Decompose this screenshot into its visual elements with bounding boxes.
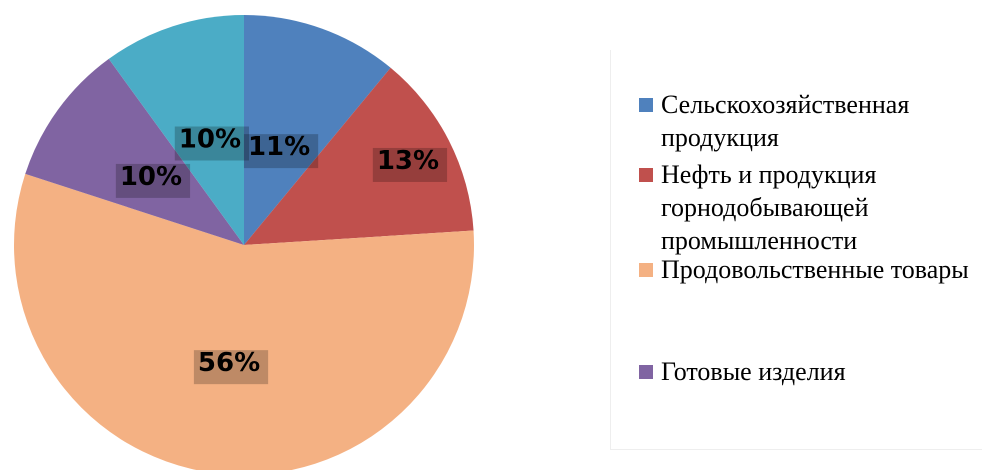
data-label-group: 10% xyxy=(115,162,191,198)
data-label: 11% xyxy=(248,132,310,162)
data-label-bg xyxy=(372,147,448,182)
data-label-bg xyxy=(115,163,191,198)
legend: Сельскохозяйственная продукция Нефть и пр… xyxy=(610,50,982,450)
data-label-group: 13% xyxy=(372,146,448,182)
data-label-group: 11% xyxy=(243,132,319,169)
pie-slice xyxy=(244,15,391,245)
pie-slice xyxy=(14,173,474,470)
legend-item: Сельскохозяйственная продукция xyxy=(639,88,974,154)
pie-slice xyxy=(244,67,474,245)
data-label: 10% xyxy=(179,125,241,155)
legend-swatch xyxy=(639,168,653,182)
legend-item: Продовольственные товары xyxy=(639,253,974,286)
legend-item: Нефть и продукция горнодобывающей промыш… xyxy=(639,158,974,257)
data-label: 56% xyxy=(198,348,260,378)
data-label: 13% xyxy=(377,146,439,176)
data-label-bg xyxy=(243,134,319,169)
legend-item: Готовые изделия xyxy=(639,355,974,388)
legend-swatch xyxy=(639,365,653,379)
chart: 11% 13% 56% 10% 10% xyxy=(14,14,474,470)
legend-label: Готовые изделия xyxy=(661,357,846,386)
legend-label: Нефть и продукция горнодобывающей промыш… xyxy=(661,160,877,255)
legend-swatch xyxy=(639,98,653,112)
data-label-bg xyxy=(174,126,250,161)
data-label-group: 10% xyxy=(174,125,250,161)
pie-slice xyxy=(108,14,245,245)
pie-slice xyxy=(25,58,244,246)
legend-label: Сельскохозяйственная продукция xyxy=(661,90,910,152)
data-label-bg xyxy=(193,350,269,385)
data-label: 10% xyxy=(120,162,182,192)
legend-label: Продовольственные товары xyxy=(661,255,969,284)
data-label-group: 56% xyxy=(193,348,269,385)
legend-swatch xyxy=(639,263,653,277)
